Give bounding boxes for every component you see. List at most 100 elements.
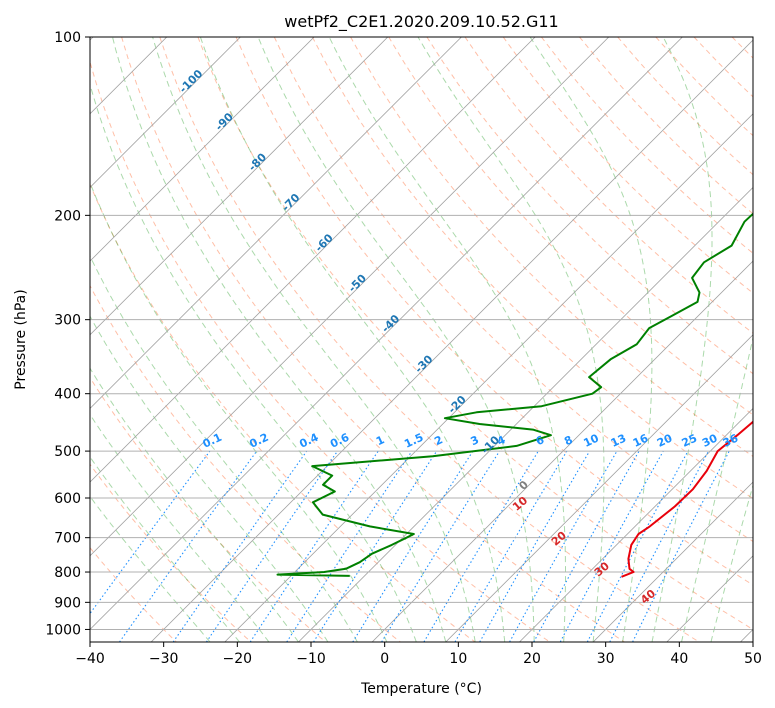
dry-adiabat-line — [121, 37, 625, 642]
moist-adiabat-line — [417, 37, 605, 642]
moist-adiabat-line — [257, 37, 535, 642]
mixing-ratio-label: 30 — [700, 431, 720, 449]
moist-adiabat-line — [199, 37, 506, 642]
mixing-ratio-line — [509, 450, 618, 642]
isotherm-line — [90, 37, 389, 336]
dry-adiabat-line — [770, 37, 775, 642]
moist-adiabat-line — [710, 483, 753, 642]
moist-adiabat-line — [90, 456, 240, 642]
chart-title: wetPf2_C2E1.2020.209.10.52.G11 — [284, 12, 558, 32]
y-tick-label: 400 — [54, 387, 81, 403]
x-axis-label: Temperature (°C) — [360, 681, 482, 697]
y-tick-label: 100 — [54, 30, 81, 46]
mixing-ratio-line — [119, 450, 258, 642]
dry-adiabat-line — [541, 37, 753, 254]
y-tick-label: 200 — [54, 208, 81, 224]
mixing-ratio-label: 0.1 — [201, 431, 224, 451]
mixing-ratio-line — [381, 450, 500, 642]
y-tick-label: 900 — [54, 595, 81, 611]
moist-adiabat-line — [529, 37, 653, 642]
moist-adiabat-line — [90, 82, 417, 642]
x-tick-label: −20 — [223, 651, 253, 667]
mixing-ratio-label: 13 — [609, 432, 628, 450]
mixing-ratio-line — [90, 450, 211, 615]
mixing-ratio-label: 2 — [432, 433, 444, 448]
dry-adiabat-line — [159, 37, 700, 642]
mixing-ratio-label: 20 — [655, 431, 675, 449]
dry-adiabat-line — [311, 37, 753, 500]
isotherm-line — [666, 555, 753, 642]
mixing-ratio-line — [205, 450, 338, 642]
mixing-ratio-line — [286, 450, 413, 642]
y-tick-label: 700 — [54, 531, 81, 547]
mixing-ratio-label: 25 — [680, 432, 699, 450]
x-tick-label: 50 — [744, 651, 762, 667]
y-axis-label: Pressure (hPa) — [13, 289, 29, 389]
moist-adiabat-line — [90, 181, 388, 642]
isotherm-label: -70 — [279, 191, 302, 214]
x-tick-label: 30 — [597, 651, 615, 667]
isotherm-label: -50 — [346, 272, 369, 295]
y-tick-label: 1000 — [45, 622, 81, 638]
temperature-profile-line — [621, 420, 753, 578]
dry-adiabat-line — [388, 37, 753, 416]
mixing-ratio-line — [454, 450, 568, 642]
isotherm-label: -90 — [213, 110, 236, 133]
mixing-ratio-label: 1.5 — [402, 431, 425, 451]
data-lines — [276, 212, 753, 578]
mixing-ratio-line — [533, 450, 640, 642]
x-tick-label: 0 — [380, 651, 389, 667]
x-tick-label: −10 — [296, 651, 326, 667]
line-labels: -100-90-80-70-60-50-40-30-20-1000.1 0.2 0.… — [177, 67, 741, 607]
moist-adiabat-line — [90, 315, 329, 642]
isotherm-line — [224, 113, 753, 642]
isotherm-line — [90, 37, 315, 262]
dry-adiabat-line — [90, 182, 476, 642]
dry-adiabat-line — [90, 376, 327, 642]
isotherm-line — [90, 37, 683, 631]
isotherm-line — [150, 39, 753, 642]
moist-adiabat-line — [328, 37, 566, 642]
x-tick-label: −30 — [149, 651, 179, 667]
moist-adiabat-label: 30 — [592, 559, 612, 579]
y-tick-label: 600 — [54, 491, 81, 507]
isotherm-line — [445, 334, 753, 642]
isotherm-label: -100 — [177, 67, 206, 96]
isotherm-label: -40 — [379, 312, 402, 335]
isotherm-line — [740, 628, 753, 642]
moist-adiabat-line — [152, 37, 476, 642]
plot-frame — [89, 36, 754, 643]
mixing-ratio-label: 36 — [721, 431, 741, 449]
mixing-ratio-label: 10 — [582, 431, 602, 449]
moist-adiabat-label: 40 — [638, 587, 658, 607]
mixing-ratio-line — [352, 450, 474, 642]
x-tick-label: −40 — [75, 651, 105, 667]
dry-adiabat-line — [90, 463, 252, 642]
dry-adiabat-line — [350, 37, 753, 458]
mixing-ratio-line — [172, 450, 308, 642]
isotherm-line — [90, 37, 462, 410]
dry-adiabat-line — [90, 284, 401, 642]
moist-adiabat-line — [651, 37, 713, 642]
moist-adiabat-line — [681, 335, 753, 642]
mixing-ratio-label: 1 — [374, 433, 386, 448]
moist-adiabat-line — [90, 495, 211, 642]
moist-adiabat-line — [90, 413, 270, 642]
isotherm-label: -80 — [246, 150, 269, 173]
isotherm-label: -30 — [412, 352, 435, 375]
isotherm-line — [592, 481, 753, 642]
mixing-ratio-line — [632, 450, 730, 642]
grid-lines — [90, 36, 753, 630]
isotherm-line — [519, 407, 753, 642]
mixing-ratio-label: 0.6 — [328, 431, 351, 451]
mixing-ratio-line — [586, 450, 689, 642]
isotherm-line — [90, 37, 241, 189]
background-lines — [90, 37, 775, 642]
dry-adiabat-line — [90, 60, 551, 642]
y-tick-label: 300 — [54, 313, 81, 329]
mixing-ratio-line — [559, 450, 664, 642]
isotherm-line — [90, 37, 536, 483]
dry-adiabat-line — [655, 37, 753, 137]
moist-adiabat-label: 10 — [510, 494, 530, 514]
